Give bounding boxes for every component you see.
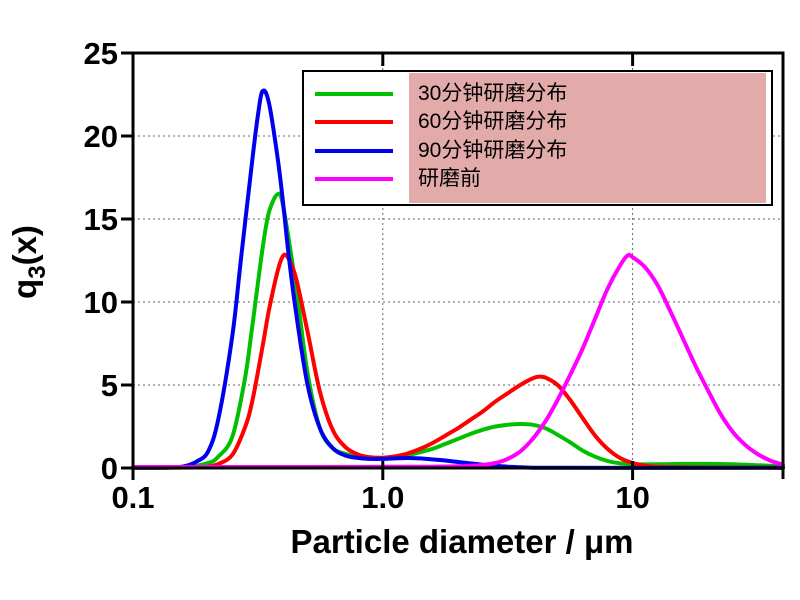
legend-swatch bbox=[315, 177, 393, 181]
legend-item: 30分钟研磨分布 bbox=[304, 80, 771, 108]
legend-item: 90分钟研磨分布 bbox=[304, 137, 771, 165]
legend-swatch bbox=[315, 149, 393, 153]
y-tick-label: 0 bbox=[101, 451, 118, 486]
x-tick-label: 10 bbox=[615, 480, 649, 515]
series-curve-0 bbox=[131, 191, 785, 470]
legend-swatch bbox=[315, 92, 393, 96]
series-curve-3 bbox=[131, 252, 785, 470]
y-axis-title: q3(x) bbox=[6, 225, 51, 299]
x-tick-label: 0.1 bbox=[111, 480, 154, 515]
legend-box: 30分钟研磨分布 60分钟研磨分布 90分钟研磨分布 研磨前 bbox=[302, 70, 773, 206]
legend-label: 60分钟研磨分布 bbox=[418, 110, 568, 133]
legend-item: 研磨前 bbox=[304, 165, 771, 193]
plot-frame bbox=[131, 51, 785, 470]
legend-label: 90分钟研磨分布 bbox=[418, 139, 568, 162]
legend-swatch bbox=[315, 120, 393, 124]
y-tick-label: 25 bbox=[84, 36, 118, 71]
y-tick-label: 10 bbox=[84, 285, 118, 320]
legend-label: 研磨前 bbox=[418, 167, 481, 190]
x-tick-label: 1.0 bbox=[361, 480, 404, 515]
x-axis-title: Particle diameter / μm bbox=[290, 523, 633, 560]
axis-ticks bbox=[121, 51, 785, 480]
axis-tick-labels: 0 5 10 15 20 25 0.1 1.0 10 bbox=[84, 36, 650, 515]
y-tick-label: 20 bbox=[84, 119, 118, 154]
legend-label: 30分钟研磨分布 bbox=[418, 82, 568, 105]
legend-item: 60分钟研磨分布 bbox=[304, 108, 771, 136]
series-curves bbox=[131, 88, 785, 470]
y-tick-label: 5 bbox=[101, 368, 118, 403]
y-tick-label: 15 bbox=[84, 202, 118, 237]
series-curve-1 bbox=[131, 252, 785, 470]
legend-highlight bbox=[409, 73, 766, 203]
